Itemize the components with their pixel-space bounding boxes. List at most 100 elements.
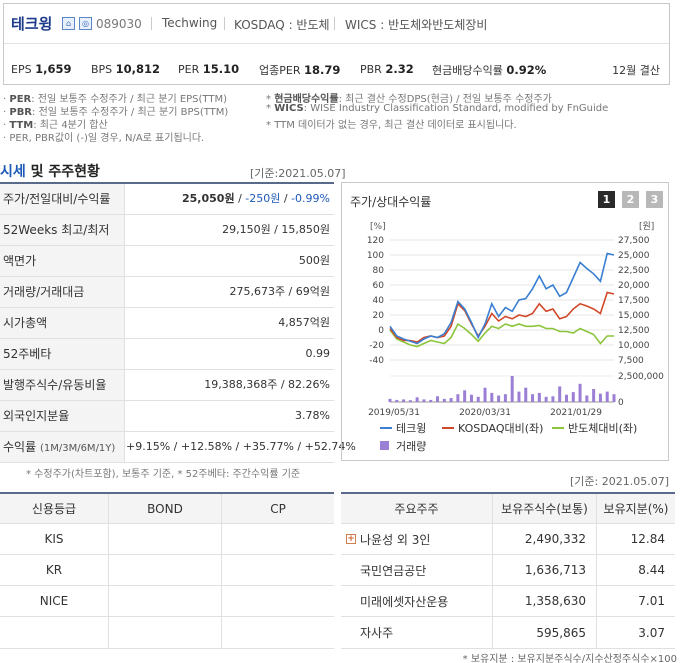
left-tick-label: 60 <box>373 281 385 291</box>
stat-bps: BPS 10,812 <box>91 62 161 76</box>
left-tick-label: 80 <box>373 266 385 276</box>
legend-swatch <box>380 441 389 450</box>
volume-bar <box>422 399 426 402</box>
chart-title: 주가/상대수익률 <box>350 195 432 209</box>
volume-bar <box>429 399 433 402</box>
section-date: [기준:2021.05.07] <box>250 167 346 180</box>
left-tick-label: 40 <box>373 296 385 306</box>
table-row: 외국인지분율 3.78% <box>0 401 334 432</box>
stat-sector-per: 업종PER 18.79 <box>259 63 341 77</box>
left-tick-label: 100 <box>367 251 384 261</box>
stat-dividend-yield: 현금배당수익률 0.92% <box>432 63 547 77</box>
volume-bar <box>544 396 548 402</box>
right-tick-label: 27,500 <box>618 236 650 246</box>
volume-bar <box>497 395 501 402</box>
home-icon[interactable]: ⌂ <box>62 17 75 30</box>
table-row: 수익률 (1M/3M/6M/1Y) +9.15% / +12.58% / +35… <box>0 432 356 463</box>
holders-table: 주요주주 보유주식수(보통) 보유지분(%) + 나윤성 외 3인 2,490,3… <box>341 492 675 649</box>
volume-bar <box>415 397 419 402</box>
wics-sector: WICS : 반도체와반도체장비 <box>345 18 488 32</box>
chart-tab-1[interactable]: 1 <box>598 191 615 208</box>
note-pbr: · PBR: 전일 보통주 수정주가 / 최근 분기 BPS(TTM) <box>3 107 229 118</box>
volume-bar <box>598 393 602 402</box>
volume-bar <box>469 394 473 402</box>
note-negative: · PER, PBR값이 (-)일 경우, N/A로 표기됩니다. <box>3 133 205 144</box>
right-tick-label: 25,000 <box>618 251 650 261</box>
x-tick-label: 2021/01/29 <box>550 408 602 418</box>
volume-bar <box>612 394 616 402</box>
note-per: · PER: 전일 보통주 수정주가 / 최근 분기 EPS(TTM) <box>3 94 227 105</box>
table-row: 미래에셋자산운용 1,358,630 7.01 <box>341 586 675 617</box>
volume-bar <box>442 398 446 402</box>
ir-icon[interactable]: ◎ <box>79 17 92 30</box>
volume-bar <box>531 394 535 402</box>
company-name: 테크윙 <box>11 15 53 33</box>
price-chart: [%] [원] 120 100 80 60 40 20 0 -20 -40 27,500 25,000 2… <box>367 221 664 453</box>
volume-bar <box>483 387 487 402</box>
table-row: 주가/전일대비/수익률 25,050원 / -250원 / -0.99% <box>0 184 334 215</box>
chart-tab-3[interactable]: 3 <box>646 191 663 208</box>
right-axis-unit: [원] <box>639 221 654 232</box>
volume-bar <box>395 399 399 402</box>
left-axis-unit: [%] <box>370 222 386 232</box>
volume-tick-label: 2,500,000 <box>618 372 664 382</box>
legend-label: 거래량 <box>396 440 426 453</box>
legend-label: 반도체대비(좌) <box>568 422 637 435</box>
volume-bar <box>463 390 467 402</box>
volume-bar <box>571 392 575 402</box>
right-tick-label: 10,000 <box>618 341 650 351</box>
left-tick-label: 120 <box>367 236 384 246</box>
chart-tab-2[interactable]: 2 <box>622 191 639 208</box>
table-row: KR <box>0 555 334 586</box>
table-row: 주요주주 보유주식수(보통) 보유지분(%) <box>341 494 675 524</box>
expand-icon[interactable]: + <box>346 534 356 544</box>
right-tick-label: 15,000 <box>618 311 650 321</box>
note-ttm-info: * TTM 데이터가 없는 경우, 최근 결산 데이터로 표시됩니다. <box>266 120 517 131</box>
volume-bar <box>476 396 480 402</box>
volume-bar <box>449 398 453 402</box>
volume-bar <box>388 398 392 402</box>
volume-bar <box>537 392 541 402</box>
table-row: 자사주 595,865 3.07 <box>341 617 675 649</box>
table-row: 52주베타 0.99 <box>0 339 334 370</box>
left-tick-label: -40 <box>369 356 384 366</box>
volume-bar <box>558 386 562 402</box>
left-tick-label: 0 <box>378 326 384 336</box>
volume-bar <box>517 391 521 402</box>
market-sector: KOSDAQ : 반도체 <box>234 18 330 32</box>
table-row: 신용등급 BOND CP <box>0 494 334 524</box>
volume-bar <box>490 392 494 402</box>
holders-note: * 보유지분 : 보유지분주식수/지수산정주식수×100 <box>462 654 677 663</box>
note-ttm: · TTM: 최근 4분기 합산 <box>3 120 108 131</box>
series-line <box>389 252 615 345</box>
volume-bar <box>524 387 528 402</box>
chart-panel: 주가/상대수익률 1 2 3 [%] [원] 120 100 80 60 40 20 0 -20 -… <box>341 182 669 461</box>
volume-bar <box>585 395 589 402</box>
volume-bar <box>510 376 514 402</box>
volume-bar <box>456 394 460 402</box>
company-header: 테크윙 ⌂ ◎ 089030 Techwing KOSDAQ : 반도체 WIC… <box>3 3 670 85</box>
right-tick-label: 17,500 <box>618 296 650 306</box>
stat-eps: EPS 1,659 <box>11 62 72 76</box>
note-dividend: * 현금배당수익률: 최근 결산 수정DPS(현금) / 전일 보통주 수정주가 <box>266 94 552 105</box>
table-row: 거래량/거래대금 275,673주 / 69억원 <box>0 277 334 308</box>
table-row: 52Weeks 최고/최저 29,150원 / 15,850원 <box>0 215 334 246</box>
series-line <box>389 322 614 348</box>
volume-bar <box>503 394 507 402</box>
holder-name: 나윤성 외 3인 <box>360 532 431 547</box>
volume-bar <box>564 394 568 402</box>
table-row: NICE <box>0 586 334 617</box>
stat-per: PER 15.10 <box>178 62 240 76</box>
left-tick-label: 20 <box>373 311 385 321</box>
right-tick-label: 20,000 <box>618 281 650 291</box>
volume-bar <box>551 396 555 402</box>
table-row <box>0 617 334 649</box>
market-table: 주가/전일대비/수익률 25,050원 / -250원 / -0.99% 52W… <box>0 182 356 463</box>
volume-bar <box>408 400 412 402</box>
left-tick-label: -20 <box>369 341 384 351</box>
volume-bar <box>592 389 596 402</box>
table-row: 액면가 500원 <box>0 246 334 277</box>
stock-code: 089030 <box>96 17 142 31</box>
right-tick-label: 22,500 <box>618 266 650 276</box>
volume-bar <box>578 383 582 402</box>
